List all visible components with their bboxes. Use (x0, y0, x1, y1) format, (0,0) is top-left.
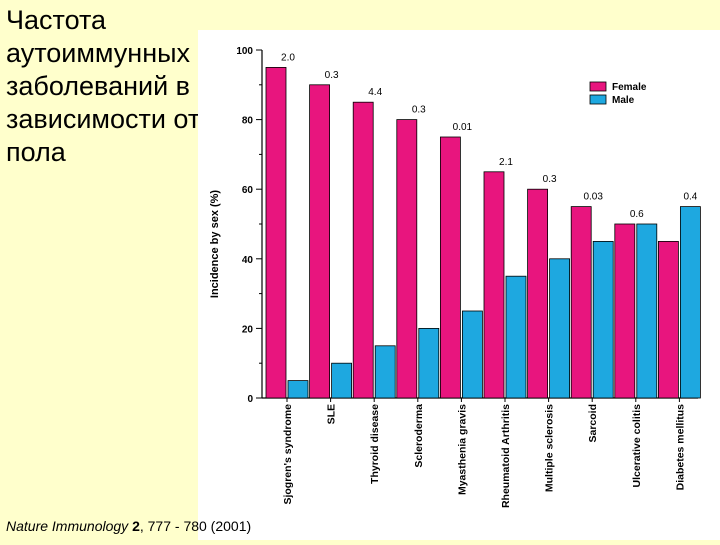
y-tick-label: 80 (242, 116, 254, 127)
y-tick-label: 60 (242, 185, 254, 196)
bar-female (657, 240, 679, 399)
category-label: Myasthenia gravis (456, 404, 468, 495)
chart-bars (265, 67, 701, 399)
bar-annotation: 0.01 (453, 122, 473, 133)
citation-volume: 2 (132, 518, 140, 534)
bar-annotation: 0.3 (412, 105, 426, 116)
chart-legend: Female Male (589, 81, 647, 106)
bar-male (461, 310, 483, 399)
bar-female (352, 101, 374, 399)
incidence-bar-chart: 0 20 40 60 80 100 Incidence by sex (%) 2.0 Sjog… (209, 46, 701, 508)
category-label: Ulcerative colitis (631, 404, 643, 488)
bar-male (636, 223, 658, 399)
bar-male (592, 240, 614, 399)
y-axis-label: Incidence by sex (%) (209, 190, 221, 299)
bar-annotation: 0.4 (683, 192, 697, 203)
legend-swatch-female (589, 81, 607, 92)
citation: Nature Immunology 2, 777 - 780 (2001) (6, 518, 251, 534)
bar-male (418, 327, 440, 399)
bar-female (570, 206, 592, 399)
bar-female (396, 119, 418, 399)
y-tick-label: 40 (242, 255, 254, 266)
bar-annotation: 0.6 (630, 209, 644, 220)
legend-swatch-male (589, 94, 607, 105)
y-tick-label: 0 (247, 394, 253, 405)
category-label: Thyroid disease (369, 404, 381, 484)
citation-journal: Nature Immunology (6, 518, 129, 534)
bar-male (549, 258, 571, 399)
chart-area: 0 20 40 60 80 100 Incidence by sex (%) 2.0 Sjog… (198, 30, 720, 540)
bar-female (614, 223, 636, 399)
slide-title: Частота аутоиммунных заболеваний в завис… (6, 5, 201, 167)
bar-annotation: 2.0 (281, 52, 295, 63)
bar-annotation: 4.4 (368, 87, 382, 98)
bar-annotation: 0.3 (543, 174, 557, 185)
bar-female (439, 136, 461, 399)
bar-female (483, 171, 505, 399)
category-label: Sjogren's syndrome (282, 404, 294, 505)
bar-male (679, 206, 701, 399)
bar-annotation: 0.3 (325, 70, 339, 81)
bar-male (374, 345, 396, 399)
y-tick-label: 100 (236, 46, 253, 57)
chart-labels: 2.0 Sjogren's syndrome 0.3 SLE 4.4 Thyroid di… (281, 52, 698, 508)
category-label: Diabetes mellitus (674, 404, 686, 491)
bar-male (287, 380, 309, 399)
category-label: Sarcoid (587, 404, 599, 443)
bar-annotation: 0.03 (583, 192, 603, 203)
category-label: SLE (326, 404, 338, 424)
legend-label-female: Female (612, 82, 647, 93)
bar-male (331, 362, 353, 399)
citation-pages: , 777 - 780 (2001) (139, 518, 252, 534)
bar-female (309, 84, 330, 399)
y-tick-label: 20 (242, 324, 254, 335)
bar-annotation: 2.1 (499, 157, 513, 168)
category-label: Scleroderma (413, 404, 425, 468)
bar-female (527, 188, 549, 399)
bar-female (265, 67, 287, 399)
bar-male (505, 275, 527, 399)
category-label: Multiple sclerosis (544, 404, 556, 492)
legend-label-male: Male (612, 95, 635, 106)
category-label: Rheumatoid Arthritis (500, 404, 512, 508)
